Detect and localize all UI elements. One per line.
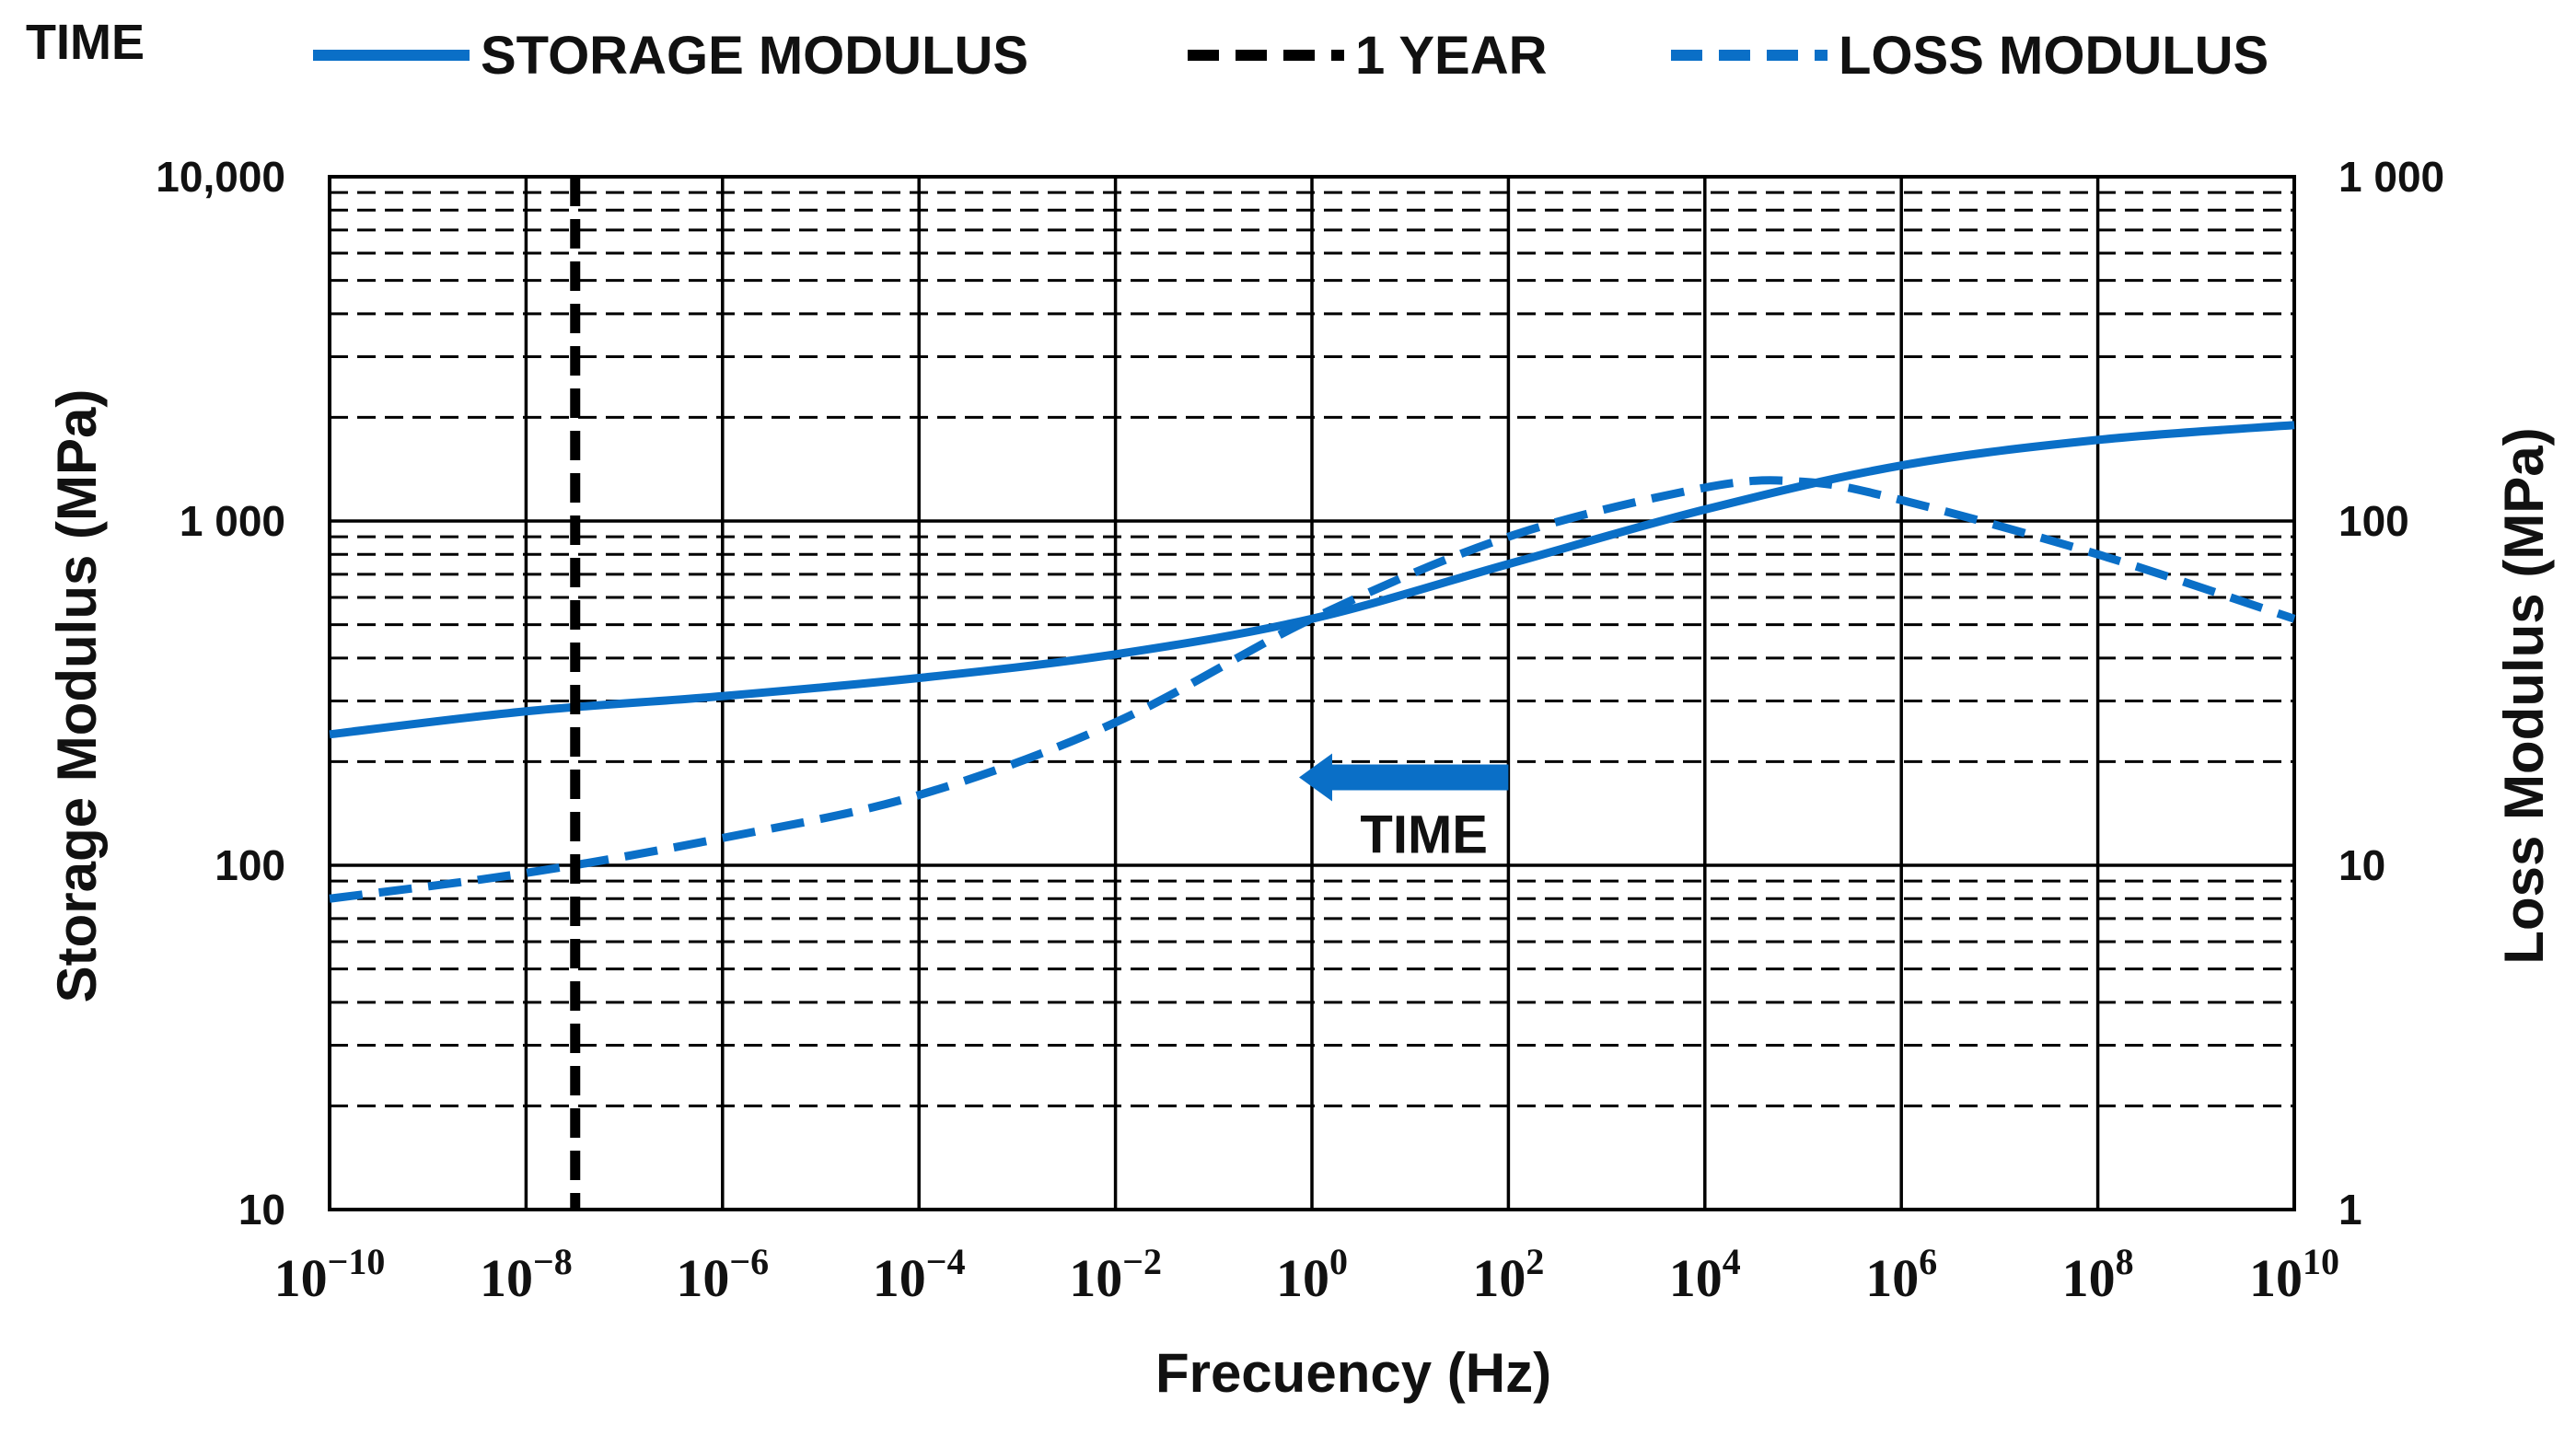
x-tick-label: 1010 bbox=[2249, 1241, 2339, 1308]
x-tick-label: 102 bbox=[1472, 1241, 1544, 1308]
series-layer bbox=[329, 177, 2296, 1210]
y-left-tick-label: 1 000 bbox=[180, 497, 285, 545]
y-left-tick-label: 10 bbox=[238, 1186, 285, 1233]
series-line-loss-modulus bbox=[329, 476, 2296, 903]
x-axis-title: Frecuency (Hz) bbox=[1155, 1342, 1551, 1404]
y-left-tick-label: 100 bbox=[215, 841, 285, 889]
legend-item-1-year: 1 YEAR bbox=[1188, 26, 1547, 86]
y-right-tick-label: 1 bbox=[2338, 1186, 2362, 1233]
major-gridlines bbox=[328, 175, 2296, 1211]
x-tick-label: 10−2 bbox=[1069, 1241, 1162, 1308]
corner-time-label: TIME bbox=[26, 15, 145, 70]
x-tick-label: 106 bbox=[1865, 1241, 1937, 1308]
time-annotation-label: TIME bbox=[1360, 805, 1488, 865]
x-tick-label: 10−6 bbox=[676, 1241, 769, 1308]
legend-item-storage-modulus: STORAGE MODULUS bbox=[313, 26, 1028, 86]
series-line-storage-modulus bbox=[329, 421, 2295, 739]
y-axis-title-right: Loss Modulus (MPa) bbox=[2493, 427, 2555, 964]
legend-label-storage-modulus: STORAGE MODULUS bbox=[481, 26, 1028, 86]
x-tick-label: 10−8 bbox=[480, 1241, 573, 1308]
y-right-tick-label: 100 bbox=[2338, 497, 2409, 545]
x-tick-label: 104 bbox=[1669, 1241, 1741, 1308]
plot-frame bbox=[328, 175, 2296, 1211]
x-tick-label: 10−10 bbox=[274, 1241, 386, 1308]
y-right-tick-label: 10 bbox=[2338, 841, 2385, 889]
time-annotation: TIME bbox=[1299, 753, 1509, 865]
legend-label-loss-modulus: LOSS MODULUS bbox=[1839, 26, 2269, 86]
y-left-tick-label: 10,000 bbox=[156, 153, 285, 201]
x-tick-label: 108 bbox=[2062, 1241, 2134, 1308]
y-right-tick-label: 1 000 bbox=[2338, 153, 2444, 201]
legend-item-loss-modulus: LOSS MODULUS bbox=[1671, 26, 2269, 86]
left-tick-labels: 10 100 1 000 10,000 bbox=[156, 153, 285, 1233]
x-tick-label: 100 bbox=[1276, 1241, 1348, 1308]
y-axis-title-left: Storage Modulus (MPa) bbox=[46, 389, 108, 1003]
legend-label-1-year: 1 YEAR bbox=[1355, 26, 1547, 86]
right-tick-labels: 1 10 100 1 000 bbox=[2338, 153, 2444, 1233]
time-arrow-icon bbox=[1299, 753, 1509, 802]
x-tick-label: 10−4 bbox=[873, 1241, 966, 1308]
legend: STORAGE MODULUS 1 YEAR LOSS MODULUS bbox=[313, 26, 2269, 86]
x-tick-labels: 10−10 10−8 10−6 10−4 10−2 100 102 104 106 108 1010 bbox=[274, 1241, 2339, 1308]
